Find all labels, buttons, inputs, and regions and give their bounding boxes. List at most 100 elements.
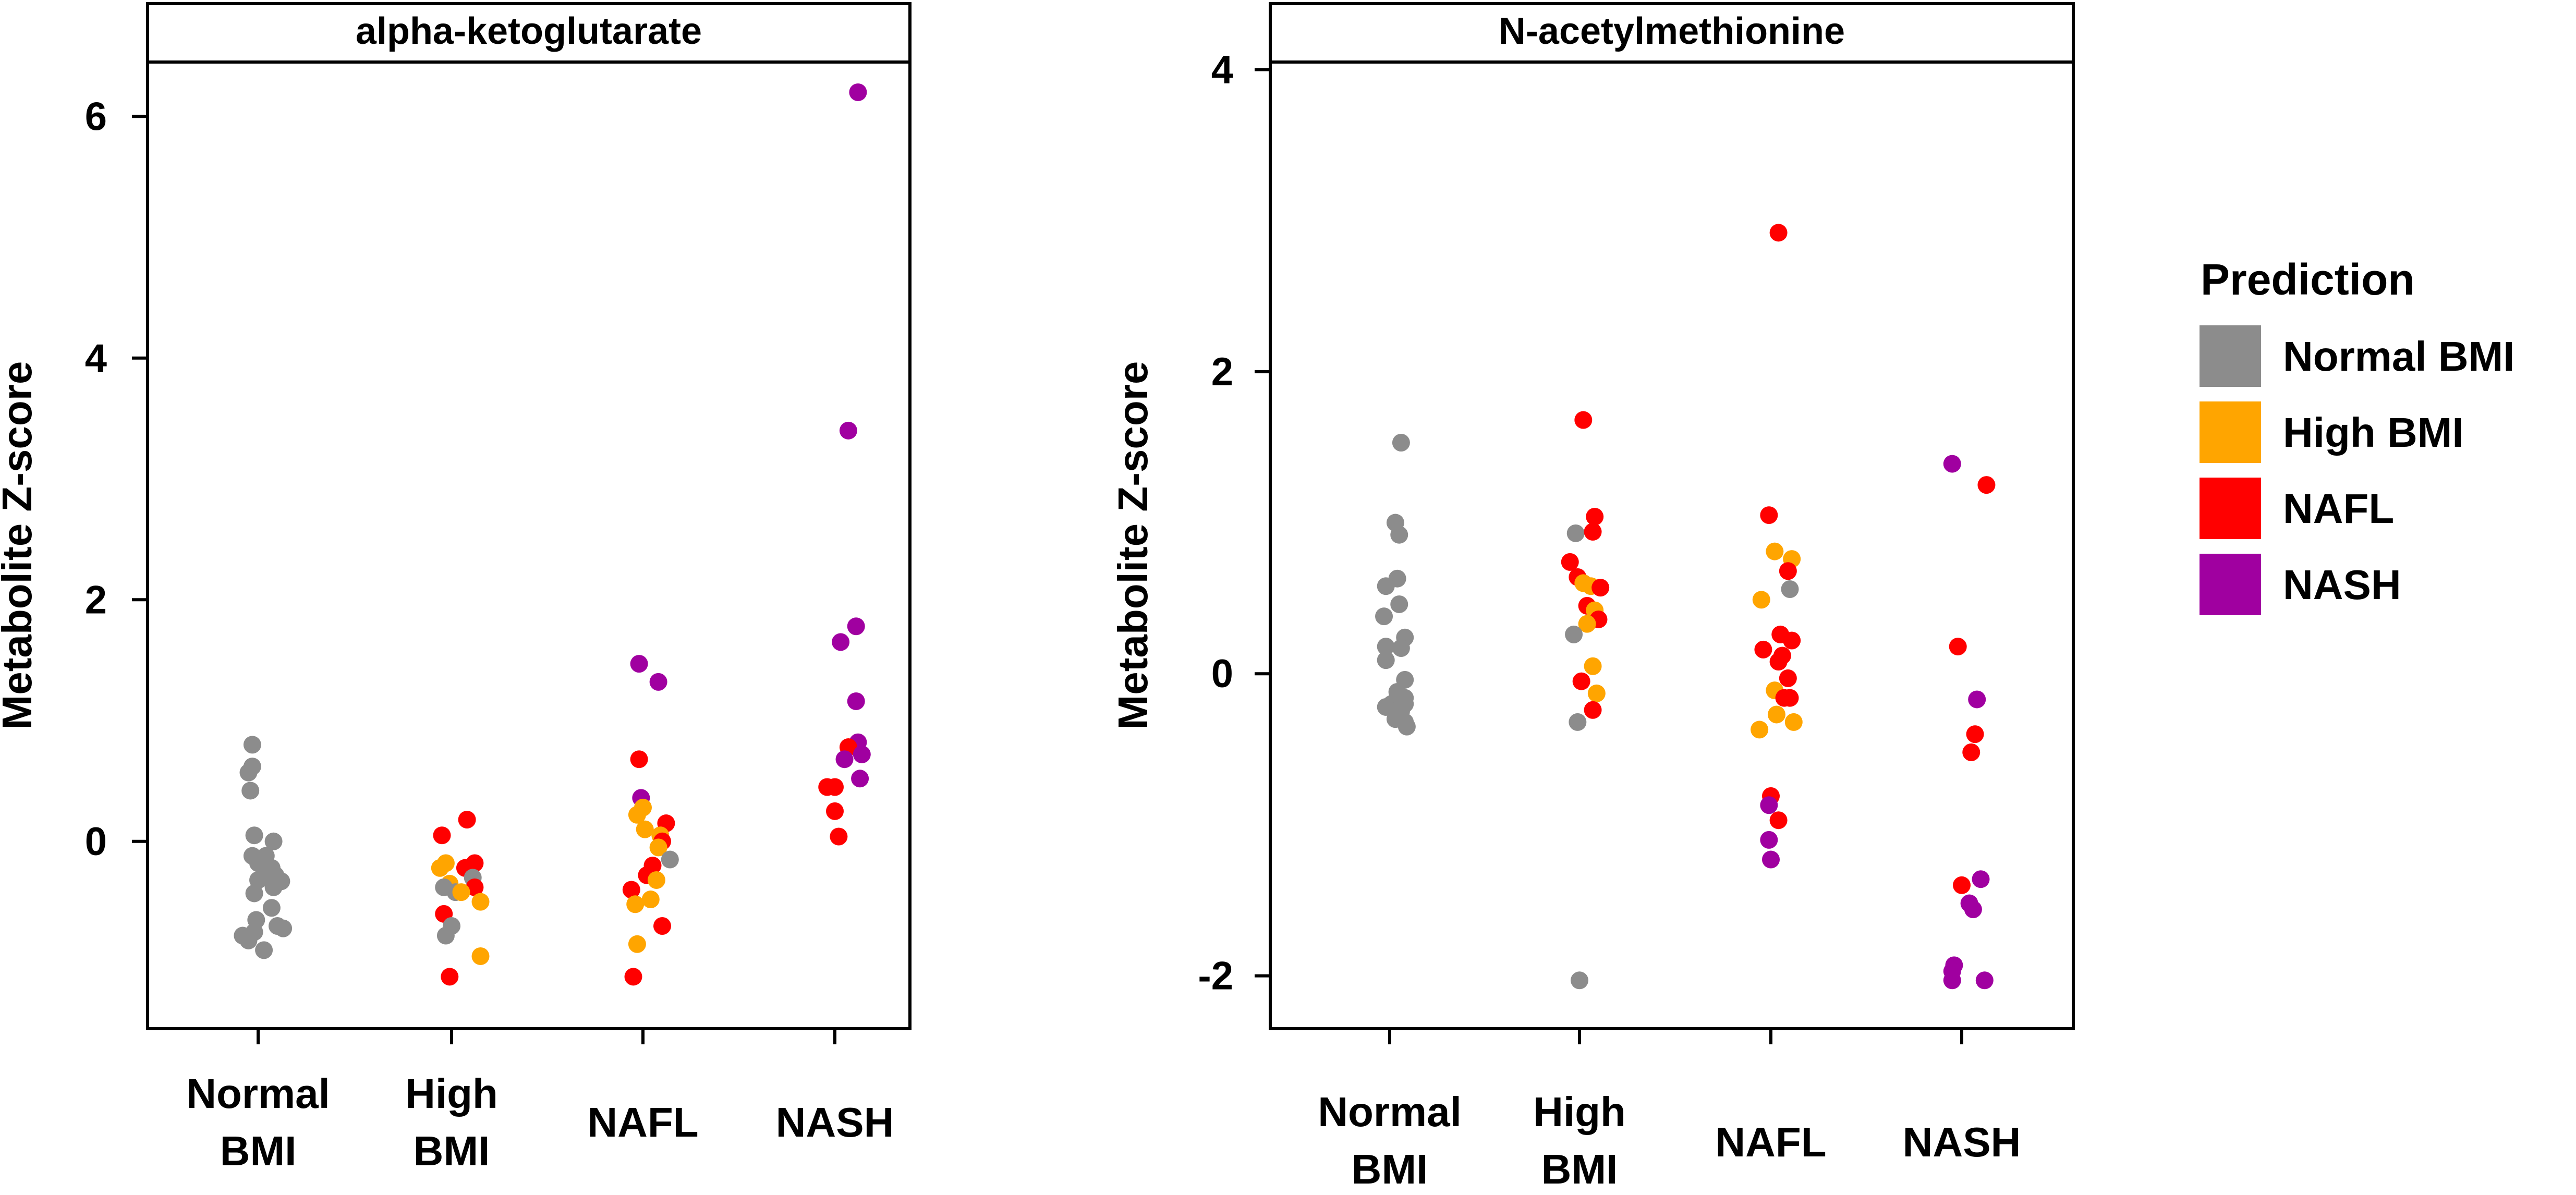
- data-point: [636, 820, 654, 838]
- data-point: [1587, 684, 1606, 702]
- x-tick-label: NAFL: [1715, 1119, 1826, 1165]
- data-point: [1390, 595, 1408, 613]
- data-point: [1953, 876, 1971, 894]
- panel-alpha-ketoglutarate: alpha-ketoglutarate Metabolite Z-score 0…: [0, 2, 912, 1174]
- panel-n-acetylmethionine: N-acetylmethionine Metabolite Z-score -2…: [1110, 2, 2075, 1192]
- data-point: [1584, 657, 1602, 675]
- data-point: [1377, 638, 1395, 656]
- y-tick-label: 2: [1211, 350, 1233, 394]
- data-point: [853, 745, 871, 763]
- data-point: [1783, 631, 1801, 650]
- x-tick-label: BMI: [414, 1128, 490, 1174]
- y-tick-label: 2: [85, 578, 107, 622]
- data-point: [622, 881, 640, 899]
- data-point: [1377, 651, 1395, 669]
- data-point: [1586, 507, 1604, 526]
- data-point: [241, 782, 260, 800]
- data-point: [1781, 580, 1799, 599]
- data-point: [1751, 721, 1769, 739]
- panel-title: N-acetylmethionine: [1499, 10, 1845, 52]
- data-point: [1752, 591, 1770, 609]
- data-point: [1569, 713, 1587, 731]
- y-tick-label: -2: [1198, 954, 1233, 998]
- data-point: [1565, 625, 1583, 643]
- data-point: [1769, 811, 1788, 830]
- data-point: [624, 968, 642, 986]
- y-axis: -2 0 2 4: [1198, 47, 1270, 998]
- y-axis: 0 2 4 6: [85, 94, 148, 864]
- data-point: [431, 859, 449, 877]
- panel-strip: [1269, 2, 2075, 64]
- data-point: [1779, 562, 1797, 580]
- points: [234, 83, 871, 986]
- data-point: [641, 891, 660, 909]
- data-point: [441, 968, 459, 986]
- data-point: [1767, 705, 1785, 724]
- data-point: [835, 750, 854, 769]
- y-tick-label: 4: [85, 336, 107, 381]
- points: [1375, 224, 1996, 990]
- x-tick-label: NAFL: [587, 1099, 698, 1145]
- legend-items: Normal BMI High BMI NAFL NASH: [2200, 325, 2515, 615]
- data-point: [1377, 698, 1395, 716]
- data-point: [1972, 870, 1990, 888]
- data-point: [1760, 796, 1778, 814]
- legend-swatch: [2200, 554, 2261, 615]
- x-tick-label: NASH: [776, 1099, 894, 1145]
- data-point: [630, 655, 648, 673]
- data-point: [245, 826, 263, 845]
- data-point: [243, 736, 261, 754]
- data-point: [433, 826, 451, 845]
- data-point: [1949, 638, 1967, 656]
- x-tick-label: Normal: [1318, 1089, 1462, 1135]
- legend-swatch: [2200, 401, 2261, 463]
- data-point: [1943, 455, 1961, 473]
- data-point: [1754, 640, 1772, 659]
- data-point: [826, 802, 844, 820]
- data-point: [452, 883, 470, 901]
- legend-title: Prediction: [2201, 255, 2415, 304]
- data-point: [832, 633, 850, 651]
- data-point: [849, 83, 867, 101]
- data-point: [1375, 607, 1393, 626]
- data-point: [1762, 850, 1780, 869]
- data-point: [628, 935, 646, 953]
- data-point: [471, 893, 490, 911]
- legend-label: Normal BMI: [2283, 333, 2515, 380]
- x-axis: Normal BMI High BMI NAFL NASH: [1318, 1029, 2021, 1192]
- y-tick-label: 6: [85, 94, 107, 139]
- data-point: [649, 838, 667, 857]
- data-point: [1584, 701, 1602, 719]
- data-point: [1966, 725, 1984, 743]
- data-point: [466, 878, 484, 896]
- data-point: [1968, 690, 1986, 709]
- data-point: [1392, 434, 1410, 452]
- data-point: [255, 941, 273, 959]
- data-point: [1766, 542, 1784, 560]
- legend-label: NAFL: [2283, 485, 2394, 532]
- data-point: [1962, 743, 1980, 761]
- data-point: [1964, 900, 1982, 919]
- data-point: [626, 895, 645, 913]
- data-point: [1572, 672, 1590, 690]
- plot-frame: [146, 60, 912, 1030]
- x-tick-label: High: [405, 1070, 498, 1117]
- data-point: [649, 673, 667, 691]
- data-point: [847, 692, 865, 710]
- y-tick-label: 4: [1211, 47, 1233, 92]
- data-point: [851, 770, 869, 788]
- data-point: [1390, 526, 1408, 544]
- panel-strip: [146, 2, 912, 64]
- data-point: [264, 832, 283, 850]
- y-axis-label: Metabolite Z-score: [1110, 361, 1156, 730]
- data-point: [1591, 579, 1610, 597]
- data-point: [630, 750, 648, 769]
- data-point: [839, 421, 857, 440]
- data-point: [1398, 717, 1416, 736]
- x-tick-label: BMI: [1352, 1146, 1428, 1192]
- plot-frame: [1269, 60, 2075, 1030]
- data-point: [830, 827, 848, 846]
- x-axis: Normal BMI High BMI NAFL NASH: [186, 1029, 894, 1174]
- panel-title: alpha-ketoglutarate: [356, 10, 702, 52]
- data-point: [847, 617, 865, 636]
